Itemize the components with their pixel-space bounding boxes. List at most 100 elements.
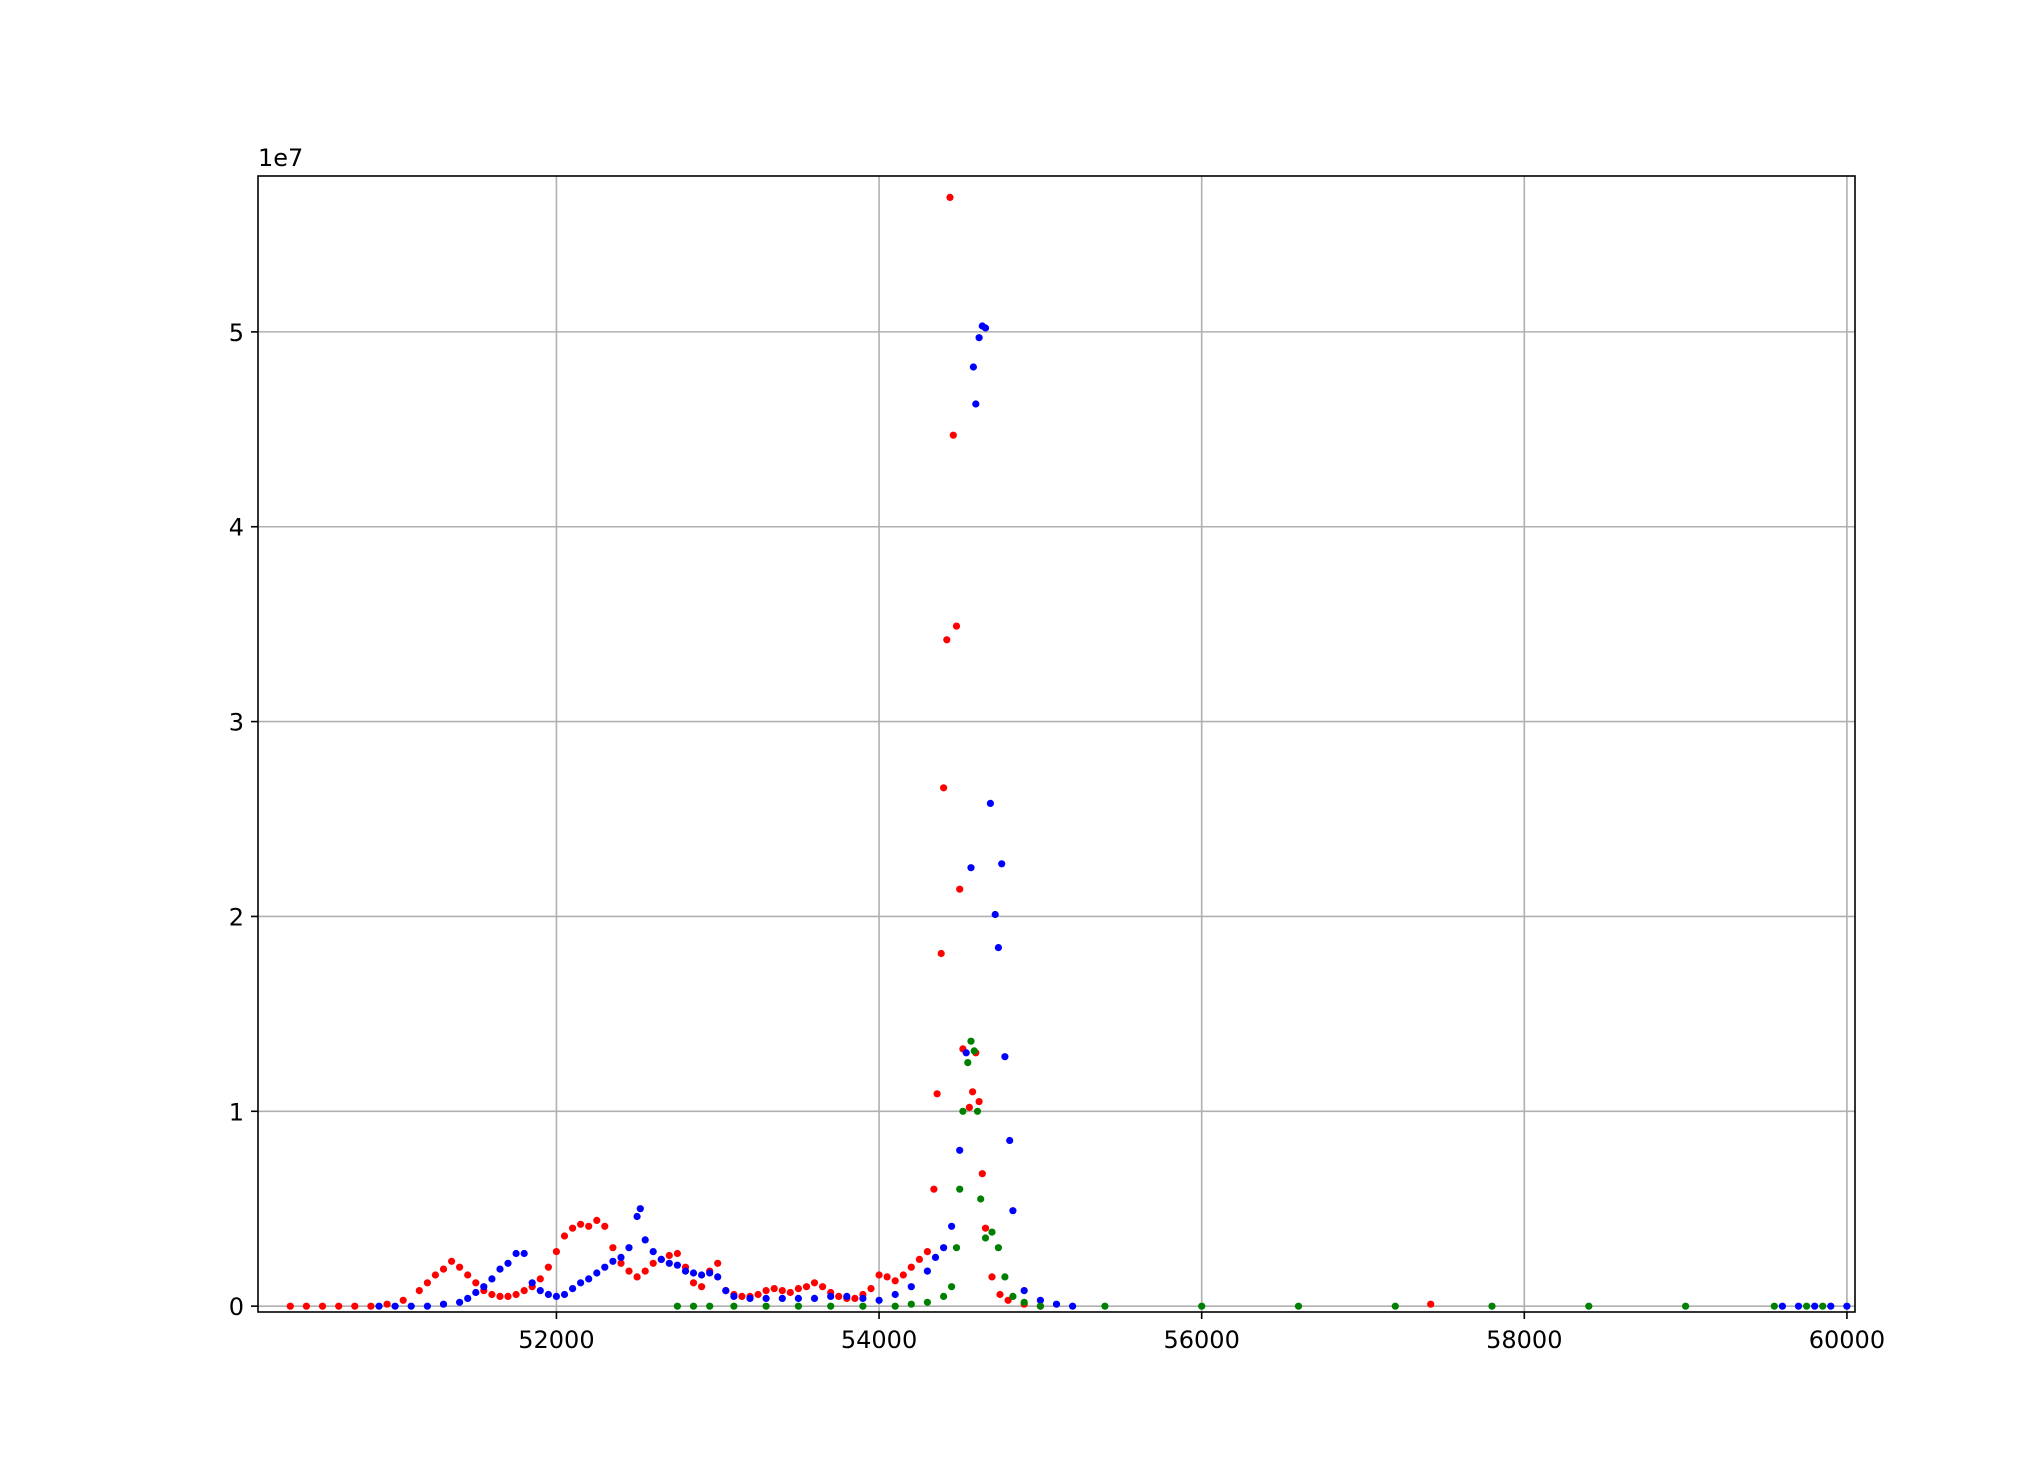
data-point [706, 1269, 714, 1277]
data-point [318, 1302, 327, 1310]
data-point [431, 1271, 439, 1279]
data-point [448, 1257, 456, 1265]
data-point [504, 1292, 512, 1300]
y-tick-label: 2 [229, 903, 244, 931]
data-point [552, 1292, 561, 1300]
data-point [969, 1088, 977, 1096]
data-point [641, 1236, 649, 1244]
data-point [1770, 1302, 1778, 1310]
data-point [1811, 1302, 1819, 1310]
data-point [636, 1205, 644, 1213]
data-point [981, 1224, 990, 1232]
x-tick-label: 52000 [518, 1326, 594, 1354]
data-point [1794, 1302, 1803, 1310]
data-point [810, 1294, 819, 1302]
data-point [746, 1294, 754, 1302]
data-point [794, 1294, 803, 1302]
data-point [665, 1259, 673, 1267]
data-point [730, 1292, 738, 1300]
data-point [956, 1146, 964, 1154]
data-point [978, 1170, 986, 1178]
data-point [335, 1302, 343, 1310]
data-point [617, 1253, 625, 1261]
data-point [907, 1263, 915, 1271]
data-point [520, 1287, 528, 1295]
data-point [706, 1302, 714, 1310]
data-point [488, 1290, 496, 1299]
data-point [883, 1273, 891, 1281]
data-point [762, 1302, 770, 1310]
data-point [956, 1185, 964, 1193]
data-point [544, 1263, 553, 1271]
data-point [472, 1288, 480, 1297]
data-point [1069, 1302, 1077, 1310]
data-point [609, 1257, 617, 1265]
data-point [891, 1290, 899, 1299]
data-point [698, 1271, 706, 1279]
data-point [1778, 1302, 1786, 1310]
data-point [988, 1273, 996, 1281]
data-point [456, 1298, 464, 1306]
data-point [964, 1059, 972, 1067]
data-point [754, 1290, 762, 1299]
data-point [948, 1283, 956, 1291]
data-point [851, 1294, 859, 1302]
data-point [689, 1302, 698, 1310]
x-tick-label: 60000 [1809, 1326, 1885, 1354]
data-point [593, 1216, 601, 1224]
data-point [1001, 1053, 1009, 1061]
data-point [933, 1090, 941, 1098]
data-point [1101, 1302, 1109, 1310]
data-point [762, 1294, 770, 1302]
data-point [689, 1279, 698, 1287]
data-point [302, 1302, 310, 1310]
data-point [975, 1098, 983, 1106]
data-point [456, 1263, 464, 1271]
data-point [1009, 1292, 1017, 1300]
data-point [681, 1267, 690, 1275]
data-point [899, 1271, 907, 1279]
data-point [923, 1248, 932, 1256]
data-point [875, 1296, 883, 1304]
data-point [407, 1302, 415, 1310]
data-point [375, 1302, 383, 1310]
data-point [528, 1279, 536, 1287]
data-point [464, 1271, 472, 1279]
data-point [1004, 1296, 1012, 1304]
data-point [794, 1302, 803, 1310]
data-point [633, 1273, 641, 1281]
data-point [975, 334, 983, 342]
data-point [585, 1222, 593, 1230]
data-point [965, 1103, 974, 1111]
data-point [577, 1220, 585, 1228]
data-point [923, 1298, 932, 1306]
data-point [762, 1287, 770, 1295]
axis-ticks: 52000 54000 56000 58000 60000 0 1 2 3 4 5 [229, 319, 1885, 1354]
data-point [998, 860, 1006, 868]
data-point [1819, 1302, 1827, 1310]
data-point [1052, 1300, 1061, 1308]
data-point [601, 1222, 609, 1230]
data-point [770, 1285, 778, 1293]
data-point [439, 1300, 448, 1308]
x-tick-label: 56000 [1164, 1326, 1240, 1354]
data-point [383, 1300, 391, 1308]
data-point [1036, 1296, 1044, 1304]
data-point [689, 1269, 698, 1277]
data-point [835, 1292, 843, 1300]
data-point [552, 1248, 561, 1256]
data-point [520, 1249, 528, 1258]
data-point [915, 1255, 924, 1263]
data-point [649, 1259, 657, 1267]
data-point [970, 1047, 978, 1055]
data-point [891, 1302, 899, 1310]
data-point [1427, 1300, 1435, 1308]
data-point [948, 1222, 956, 1230]
data-point [601, 1263, 609, 1271]
data-point [512, 1290, 520, 1299]
data-point [714, 1273, 722, 1281]
data-point [512, 1249, 520, 1258]
data-point [977, 1195, 985, 1203]
